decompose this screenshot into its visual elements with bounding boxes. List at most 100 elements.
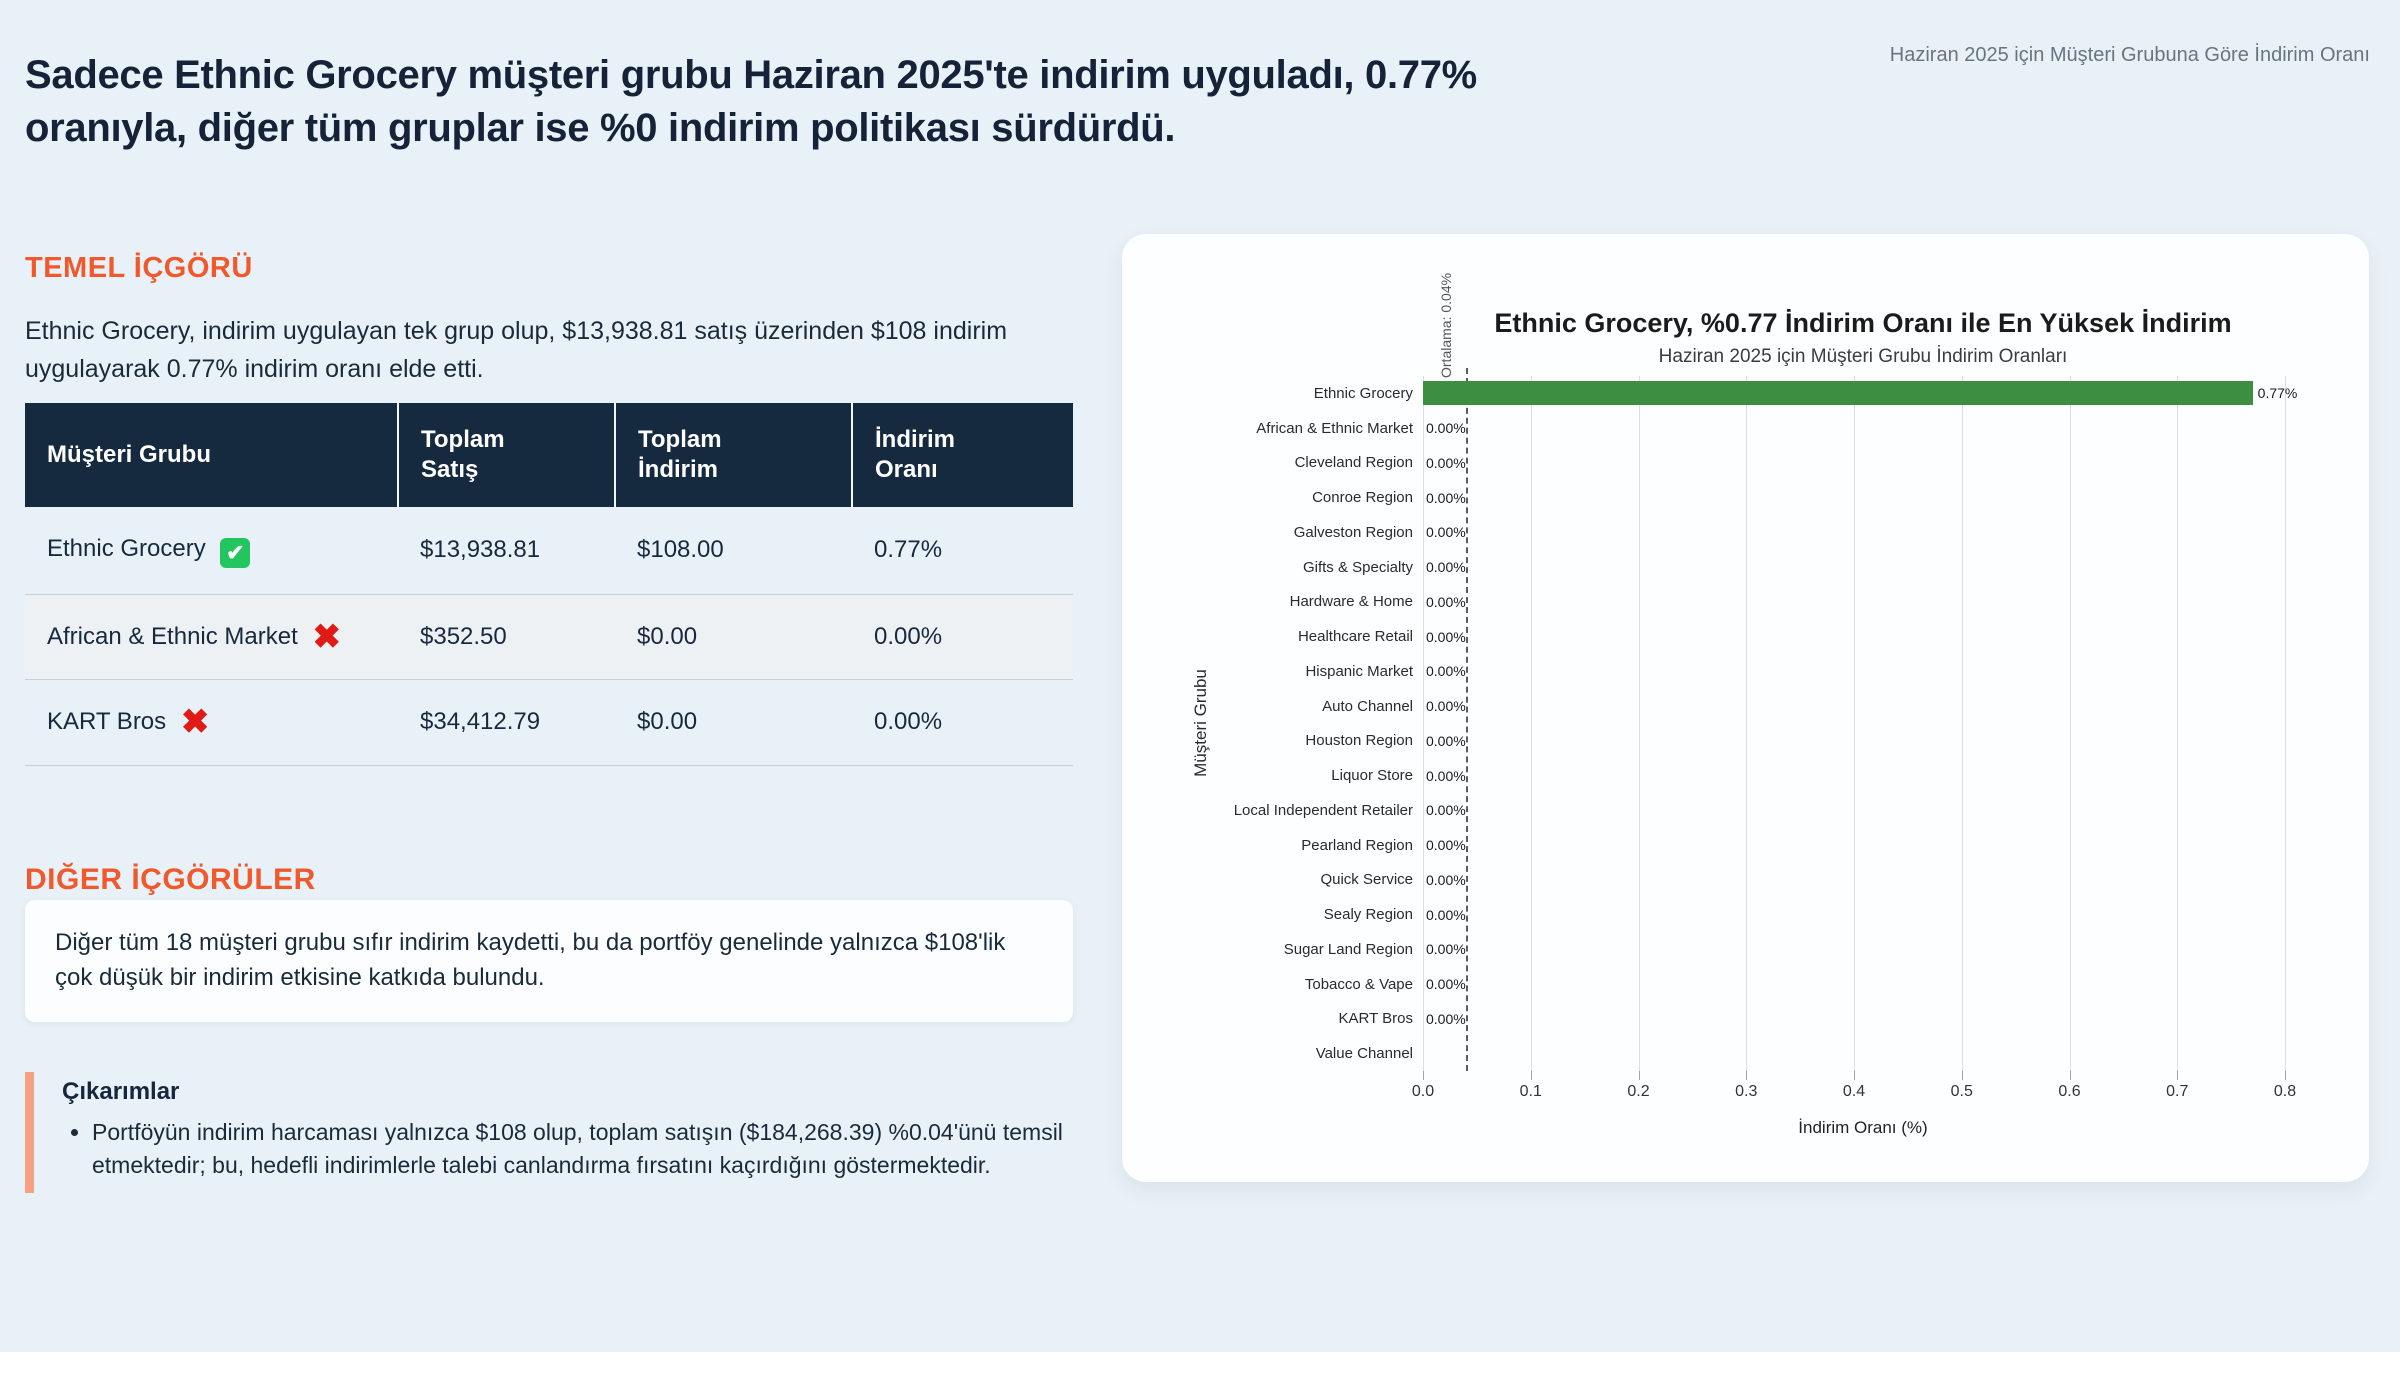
value-label: 0.00% [1426, 976, 1466, 993]
category-label: Liquor Store [1331, 767, 1413, 785]
takeaways-section: Çıkarımlar Portföyün indirim harcaması y… [25, 1072, 1092, 1193]
chart-row: Cleveland Region 0.00% [1132, 446, 2303, 481]
tick-mark [1423, 1071, 1424, 1080]
category-label: Pearland Region [1301, 836, 1413, 854]
header-subtitle: Haziran 2025 için Müşteri Grubuna Göre İ… [1889, 44, 2370, 66]
x-tick-label: 0.3 [1735, 1083, 1758, 1100]
takeaways-heading: Çıkarımlar [62, 1078, 180, 1105]
chart-row: Gifts & Specialty 0.00% [1132, 550, 2303, 585]
table-row: Ethnic Grocery ✔ $13,938.81 $108.00 0.77% [25, 507, 1073, 595]
chart-row: Value Channel [1132, 1036, 2303, 1071]
tick-mark [1746, 1071, 1748, 1080]
value-label: 0.00% [1426, 732, 1466, 749]
key-insight-body: Ethnic Grocery, indirim uygulayan tek gr… [25, 317, 1008, 383]
cell-group-name: African & Ethnic Market ✖ [25, 595, 398, 680]
cell-discount-rate: 0.77% [874, 536, 943, 564]
chart-row: Hispanic Market 0.00% [1132, 654, 2303, 689]
chart-row: Ethnic Grocery 0.77% [1132, 376, 2303, 411]
value-label: 0.00% [1426, 941, 1466, 958]
table-header-row: Müşteri Grubu Toplam Satış Toplam İndiri… [25, 403, 1073, 507]
cell-total-sales: $13,938.81 [420, 536, 541, 564]
chart-x-axis-label: İndirim Oranı (%) [1798, 1118, 1928, 1137]
bar-zone: 0.00% [1423, 897, 2303, 932]
takeaways-list: Portföyün indirim harcaması yalnızca $10… [62, 1116, 1092, 1183]
category-label: Healthcare Retail [1297, 628, 1413, 646]
value-label: 0.00% [1426, 906, 1466, 923]
x-tick-label: 0.6 [2058, 1083, 2081, 1100]
value-label: 0.00% [1426, 767, 1466, 784]
table-row: KART Bros ✖ $34,412.79 $0.00 0.00% [25, 680, 1073, 766]
gridline [1638, 376, 1640, 1071]
chart-row: Pearland Region 0.00% [1132, 828, 2303, 863]
average-line-label: Ortalama: 0.04% [1438, 272, 1454, 378]
value-label: 0.00% [1426, 454, 1466, 471]
bar-zone: 0.00% [1423, 446, 2303, 481]
chart-row: Healthcare Retail 0.00% [1132, 619, 2303, 654]
chart-row: Hardware & Home 0.00% [1132, 585, 2303, 620]
check-icon: ✔ [220, 538, 251, 568]
x-tick-label: 0.1 [1519, 1083, 1542, 1100]
bar-zone: 0.00% [1423, 689, 2303, 724]
gridline [2285, 376, 2286, 1071]
bar-zone: 0.00% [1423, 550, 2303, 585]
value-label: 0.00% [1426, 698, 1466, 715]
category-label: Galveston Region [1293, 523, 1413, 541]
category-label: Sugar Land Region [1283, 940, 1413, 958]
value-label: 0.77% [2257, 385, 2298, 402]
category-label: Hispanic Market [1305, 662, 1413, 680]
bar-zone: 0.00% [1423, 967, 2303, 1002]
gridline [2177, 376, 2179, 1071]
col-header-total-sales: Toplam Satış [398, 403, 616, 507]
group-name: Ethnic Grocery [47, 535, 206, 562]
tick-mark [2177, 1071, 2179, 1080]
cell-discount-rate: 0.00% [874, 623, 943, 650]
other-insights-card: Diğer tüm 18 müşteri grubu sıfır indirim… [25, 900, 1073, 1022]
value-label: 0.00% [1426, 559, 1466, 576]
gridline [1746, 376, 1748, 1071]
bar-zone: 0.00% [1423, 758, 2303, 793]
bar-zone: 0.77% [1423, 376, 2303, 411]
value-label: 0.00% [1426, 871, 1466, 888]
cell-total-discount: $108.00 [637, 536, 724, 564]
gridline [1423, 376, 1424, 1071]
bar-zone: 0.00% [1423, 932, 2303, 967]
chart-row: Galveston Region 0.00% [1132, 515, 2303, 550]
chart-subtitle: Haziran 2025 için Müşteri Grubu İndirim … [1658, 346, 2068, 367]
value-label: 0.00% [1426, 489, 1466, 506]
category-label: Conroe Region [1312, 489, 1413, 507]
chart-row: Houston Region 0.00% [1132, 724, 2303, 759]
chart-row: Tobacco & Vape 0.00% [1132, 967, 2303, 1002]
tick-mark [1638, 1071, 1640, 1080]
col-header-group: Müşteri Grubu [25, 403, 399, 507]
col-header-total-discount: Toplam İndirim [615, 403, 853, 507]
tick-mark [2069, 1071, 2071, 1080]
chart-row: KART Bros 0.00% [1132, 1002, 2303, 1037]
chart-row: Conroe Region 0.00% [1132, 480, 2303, 515]
bar-zone: 0.00% [1423, 585, 2303, 620]
value-label: 0.00% [1426, 802, 1466, 819]
tick-mark [1961, 1071, 1963, 1080]
tick-mark [2285, 1071, 2286, 1080]
average-line [1466, 368, 1469, 1071]
category-label: Sealy Region [1323, 906, 1413, 924]
chart-row: African & Ethnic Market 0.00% [1132, 411, 2303, 446]
x-tick-label: 0.4 [1842, 1083, 1866, 1100]
table-row: African & Ethnic Market ✖ $352.50 $0.00 0.0… [25, 594, 1073, 680]
other-insights-body: Diğer tüm 18 müşteri grubu sıfır indirim… [55, 929, 1006, 991]
x-tick-label: 0.8 [2273, 1083, 2297, 1100]
bar-zone: 0.00% [1423, 480, 2303, 515]
chart-bars: Ethnic Grocery 0.77% African & Ethnic Mark… [1132, 376, 2303, 1071]
key-insight-heading: TEMEL İÇGÖRÜ [25, 252, 253, 285]
gridline [1961, 376, 1963, 1071]
x-tick-label: 0.7 [2166, 1083, 2189, 1100]
chart-x-axis-ticks: 0.0 0.1 0.2 0.3 0.4 0.5 0.6 0.7 0.8 [1412, 1083, 2303, 1105]
cell-total-discount: $0.00 [637, 623, 698, 650]
cell-total-discount: $0.00 [637, 708, 698, 736]
x-icon: ✖ [180, 703, 210, 742]
value-label: 0.00% [1426, 524, 1466, 541]
category-label: Gifts & Specialty [1302, 558, 1413, 576]
other-insights-heading: DIĞER İÇGÖRÜLER [25, 862, 316, 896]
category-label: KART Bros [1338, 1010, 1413, 1028]
group-name: African & Ethnic Market [47, 623, 298, 650]
x-tick-label: 0.2 [1627, 1083, 1650, 1100]
